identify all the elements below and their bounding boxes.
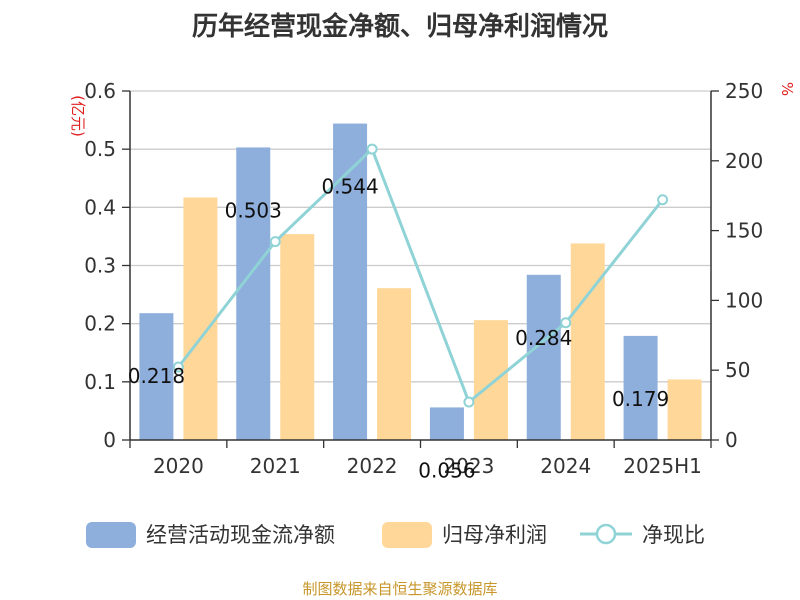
left-tick-label: 0.2 <box>84 312 116 336</box>
axes: 0 0.1 0.2 0.3 0.4 0.5 0.6 0 50 100 150 200 250 (亿元)% 2… <box>69 79 796 478</box>
source-note: 制图数据来自恒生聚源数据库 <box>302 580 498 598</box>
x-tick-label: 2025H1 <box>623 454 702 478</box>
cashflow-bar <box>429 407 464 440</box>
cashflow-bar-label: 0.503 <box>225 198 282 222</box>
legend-label-ratio: 净现比 <box>642 523 705 547</box>
cashflow-bar <box>139 313 174 440</box>
ratio-point <box>657 194 669 206</box>
ratio-line-path <box>177 146 664 405</box>
bars <box>139 123 702 440</box>
profit-bar <box>667 379 702 440</box>
ratio-point <box>463 396 475 408</box>
right-tick-label: 250 <box>725 79 763 103</box>
left-axis-unit: (亿元) <box>69 95 87 137</box>
cashflow-bar <box>236 147 271 440</box>
x-tick-label: 2023 <box>443 454 494 478</box>
x-tick-label: 2021 <box>250 454 301 478</box>
cashflow-bar <box>333 123 368 440</box>
cashflow-bar <box>623 335 658 440</box>
ratio-point <box>172 361 184 373</box>
data-labels: 0.218 0.503 0.544 0.056 0.284 0.179 <box>128 175 669 483</box>
x-tick-label: 2020 <box>153 454 204 478</box>
grid-lines <box>130 90 711 383</box>
left-tick-label: 0.5 <box>84 137 116 161</box>
left-tick-label: 0.6 <box>84 79 116 103</box>
x-tick-label: 2024 <box>540 454 591 478</box>
profit-bar <box>570 243 605 440</box>
cashflow-bar-label: 0.056 <box>418 458 475 482</box>
cashflow-bar-label: 0.284 <box>515 326 572 350</box>
legend-swatch-ratio-marker <box>595 523 617 545</box>
right-tick-label: 0 <box>725 428 738 452</box>
left-tick-label: 0 <box>103 428 116 452</box>
right-tick-label: 150 <box>725 219 763 243</box>
cashflow-bar-label: 0.218 <box>128 364 185 388</box>
right-tick-label: 50 <box>725 358 750 382</box>
legend-label-cashflow: 经营活动现金流净额 <box>146 523 335 547</box>
cashflow-bar-label: 0.179 <box>612 387 669 411</box>
cashflow-bar <box>526 274 561 440</box>
profit-bar <box>183 197 218 440</box>
chart-title: 历年经营现金净额、归母净利润情况 <box>191 12 608 42</box>
right-tick-label: 100 <box>725 288 763 312</box>
ratio-point <box>366 143 378 155</box>
legend: 经营活动现金流净额 归母净利润 净现比 <box>86 522 705 548</box>
profit-bar <box>473 320 508 440</box>
x-tick-label: 2022 <box>347 454 398 478</box>
legend-swatch-cashflow <box>86 522 136 548</box>
legend-swatch-profit <box>382 522 432 548</box>
legend-label-profit: 归母净利润 <box>442 523 547 547</box>
left-tick-label: 0.1 <box>84 370 116 394</box>
left-tick-label: 0.4 <box>84 195 116 219</box>
ratio-point <box>269 236 281 248</box>
right-axis-unit: % <box>778 82 796 96</box>
ratio-line <box>172 143 669 408</box>
profit-bar <box>377 288 412 440</box>
right-tick-label: 200 <box>725 149 763 173</box>
cashflow-bar-label: 0.544 <box>321 175 378 199</box>
left-tick-label: 0.3 <box>84 254 116 278</box>
profit-bar <box>280 234 315 440</box>
ratio-point <box>560 317 572 329</box>
